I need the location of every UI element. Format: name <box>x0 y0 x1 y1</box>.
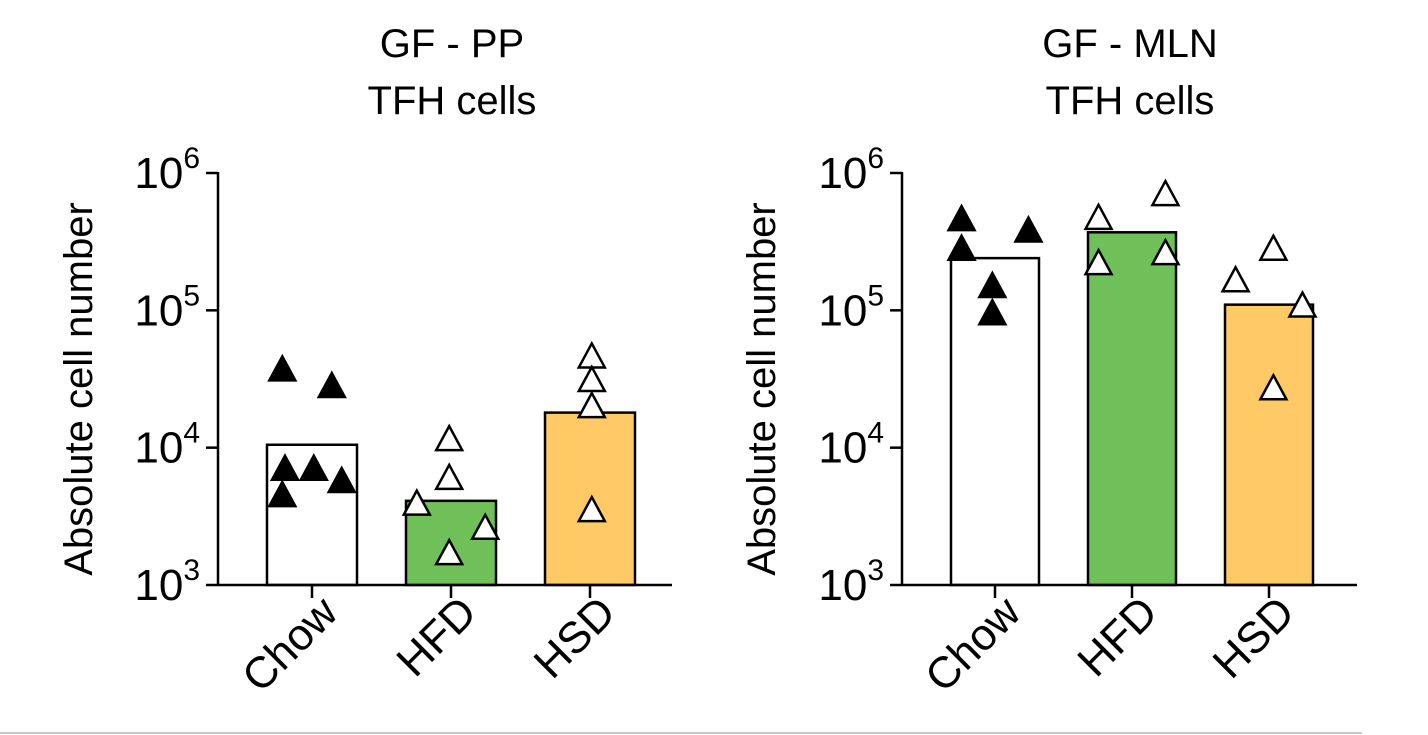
y-tick-label: 103 <box>134 554 200 610</box>
y-tick-label: 104 <box>818 417 884 473</box>
y-tick-base: 10 <box>818 561 867 610</box>
data-point-hsd <box>576 494 607 523</box>
data-point-chow <box>977 297 1008 326</box>
data-point-hsd <box>1258 372 1289 401</box>
chart-title-line-1: GF - MLN <box>1042 22 1218 66</box>
x-tick-label-hsd: HSD <box>525 587 625 687</box>
y-tick-base: 10 <box>818 424 867 473</box>
data-point-hsd <box>576 390 607 419</box>
y-tick-label: 103 <box>818 554 884 610</box>
data-point-hsd <box>1287 289 1318 318</box>
x-tick-label-chow: Chow <box>916 587 1030 701</box>
y-tick-base: 10 <box>134 561 183 610</box>
x-tick-label-chow: Chow <box>233 587 347 701</box>
data-point-hsd <box>1258 233 1289 261</box>
data-point-hfd <box>1150 237 1181 266</box>
data-point-hsd <box>576 340 607 369</box>
data-point-chow <box>1013 214 1044 243</box>
y-tick-exponent: 3 <box>867 554 884 587</box>
y-tick-exponent: 6 <box>867 142 884 175</box>
data-point-hfd <box>470 512 501 541</box>
data-point-chow <box>298 453 329 481</box>
y-tick-label: 106 <box>134 142 200 198</box>
data-point-chow <box>316 370 347 399</box>
data-point-hfd <box>434 462 465 491</box>
bar-hsd <box>1223 303 1315 587</box>
y-tick-exponent: 5 <box>867 279 884 312</box>
y-tick-exponent: 6 <box>183 142 200 175</box>
y-axis-label: Absolute cell number <box>740 202 784 576</box>
y-tick-base: 10 <box>134 424 183 473</box>
data-point-hsd <box>576 364 607 393</box>
x-tick-label-hsd: HSD <box>1204 587 1304 687</box>
data-point-hfd <box>1083 247 1114 276</box>
y-axis-label: Absolute cell number <box>57 202 101 576</box>
y-tick-base: 10 <box>818 149 867 198</box>
y-tick-base: 10 <box>134 149 183 198</box>
data-point-chow <box>269 453 301 481</box>
y-tick-exponent: 4 <box>867 417 884 450</box>
chart-title-line-2: TFH cells <box>1046 79 1215 123</box>
y-tick-label: 105 <box>818 279 884 335</box>
data-point-chow <box>267 479 298 508</box>
data-point-hsd <box>1220 264 1251 293</box>
data-point-hfd <box>434 423 465 452</box>
data-point-hfd <box>1150 178 1181 207</box>
chart-title-line-1: GF - PP <box>380 22 524 66</box>
y-tick-exponent: 5 <box>183 279 200 312</box>
y-tick-label: 104 <box>134 417 200 473</box>
data-point-chow <box>946 203 977 232</box>
x-tick-label-hfd: HFD <box>1068 587 1167 686</box>
y-tick-label: 105 <box>134 279 200 335</box>
data-point-hfd <box>401 488 432 516</box>
data-point-chow <box>946 233 977 261</box>
y-tick-exponent: 3 <box>183 554 200 587</box>
y-tick-base: 10 <box>134 286 183 335</box>
data-point-chow <box>326 465 357 494</box>
chart-title-line-2: TFH cells <box>368 79 537 123</box>
data-point-chow <box>977 270 1008 299</box>
bar-hfd <box>1086 231 1178 587</box>
data-point-chow <box>267 353 298 382</box>
data-point-hfd <box>1083 202 1114 231</box>
y-tick-exponent: 4 <box>183 417 200 450</box>
y-tick-base: 10 <box>818 286 867 335</box>
y-tick-label: 106 <box>818 142 884 198</box>
data-point-hfd <box>434 537 465 566</box>
x-tick-label-hfd: HFD <box>387 587 486 686</box>
